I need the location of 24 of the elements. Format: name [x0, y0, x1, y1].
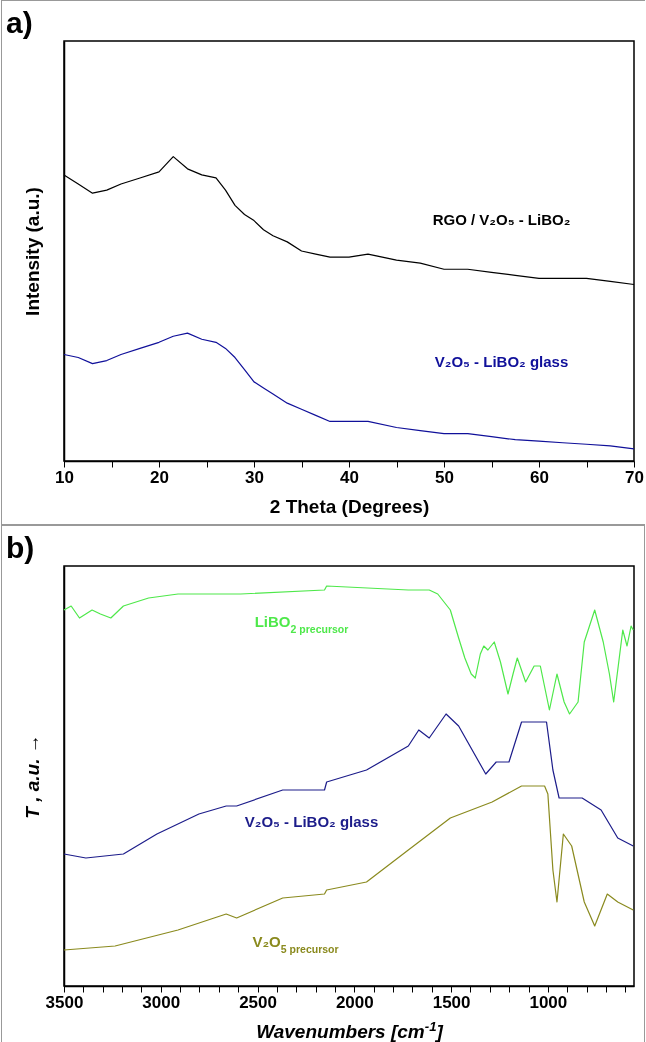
- x-tick-label: 20: [150, 467, 169, 487]
- x-tick-label: 2000: [335, 992, 374, 1012]
- x-tick-label: 40: [340, 467, 359, 487]
- chart-title: b): [6, 531, 35, 564]
- x-tick-label: 10: [55, 467, 74, 487]
- series-label: V₂O$_{5 precursor}$: [252, 933, 339, 955]
- series-label: LiBO$_{2 precursor}$: [254, 613, 349, 635]
- x-axis-title: 2 Theta (Degrees): [269, 495, 430, 517]
- text: RGO / V₂O₅ - LiBO₂: [432, 211, 571, 229]
- x-tick-label: 60: [530, 467, 549, 487]
- x-tick-label: 50: [435, 467, 454, 487]
- x-tick-label: 2500: [239, 992, 277, 1012]
- x-tick-label: 30: [245, 467, 264, 487]
- series-label: V₂O₅ - LiBO₂ glass: [244, 813, 379, 830]
- x-axis-title: Wavenumbers [cm$^{-1}$]: [256, 1018, 444, 1042]
- x-tick-label: 70: [625, 467, 644, 487]
- text: V₂O₅ - LiBO₂ glass: [434, 352, 569, 370]
- x-tick-label: 3000: [142, 992, 181, 1012]
- x-tick-label: 1000: [529, 992, 568, 1012]
- chart-title: a): [6, 6, 33, 39]
- x-tick-label: 3500: [45, 992, 84, 1012]
- y-axis-title: Intensity (a.u.): [21, 187, 43, 316]
- x-tick-label: 1500: [432, 992, 471, 1012]
- y-axis-title: T , a.u. →: [21, 734, 43, 819]
